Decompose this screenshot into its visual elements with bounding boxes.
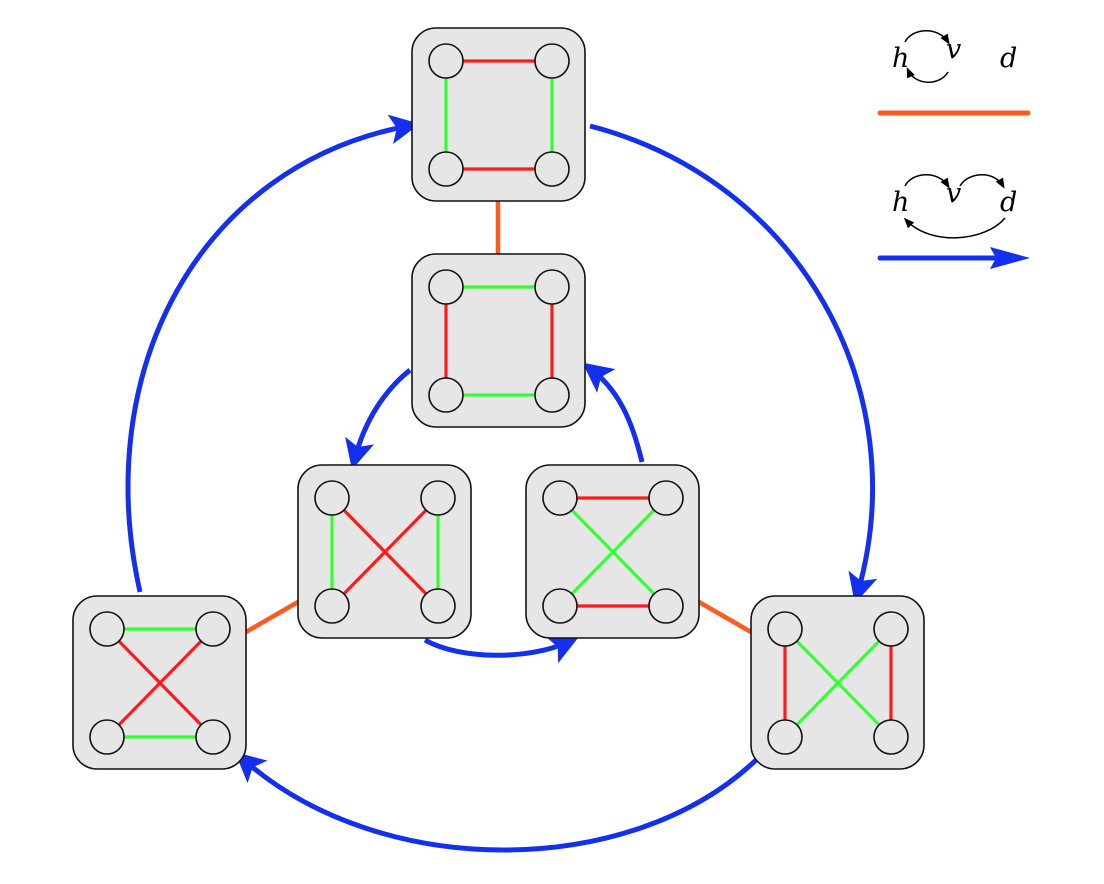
legend-swap-row: h v d bbox=[877, 30, 1031, 116]
graph-state-middle-left bbox=[297, 464, 472, 639]
cycle-arrow-top-to-bottom-right bbox=[589, 123, 878, 604]
vertex-bl bbox=[428, 377, 464, 413]
legend-label-v: v bbox=[946, 178, 961, 209]
vertex-tl bbox=[428, 43, 464, 79]
vertex-br bbox=[534, 377, 570, 413]
legend-label-h: h bbox=[892, 187, 909, 218]
legend-label-d: d bbox=[1000, 43, 1017, 74]
vertex-bl bbox=[428, 151, 464, 187]
graph-state-top bbox=[411, 27, 586, 202]
legend-cycle-row: h v d bbox=[877, 174, 1030, 269]
swap-links bbox=[244, 201, 753, 634]
legend-cycle-arrow-dh bbox=[903, 217, 1006, 239]
vertex-bl bbox=[542, 588, 578, 624]
legend-label-h: h bbox=[892, 43, 909, 74]
legend-swap-arrow-lower bbox=[906, 67, 949, 83]
graph-states bbox=[72, 27, 925, 770]
vertex-br bbox=[195, 719, 231, 755]
vertex-tr bbox=[195, 611, 231, 647]
vertex-bl bbox=[89, 719, 125, 755]
vertex-br bbox=[873, 719, 909, 755]
cycle-arrow-middle-right-to-upper-middle bbox=[582, 362, 645, 463]
graph-state-bottom-right bbox=[750, 595, 925, 770]
legend-label-d: d bbox=[1000, 187, 1017, 218]
legend-cycle-arrow-vd bbox=[959, 174, 1005, 189]
vertex-bl bbox=[314, 588, 350, 624]
vertex-tl bbox=[314, 480, 350, 516]
swap-link-middle-right-bottom-right bbox=[697, 600, 753, 634]
swap-link-middle-left-bottom-left bbox=[244, 600, 300, 634]
cycle-arrow-bottom-left-to-top bbox=[125, 114, 420, 593]
cycle-arrow-middle-left-to-middle-right bbox=[423, 636, 579, 664]
vertex-tr bbox=[873, 611, 909, 647]
vertex-tl bbox=[542, 480, 578, 516]
edge-green bbox=[558, 496, 668, 608]
vertex-br bbox=[534, 151, 570, 187]
graph-state-upper-middle bbox=[411, 253, 586, 428]
vertex-tr bbox=[648, 480, 684, 516]
legend-cycle-arrowhead bbox=[990, 247, 1030, 269]
vertex-br bbox=[420, 588, 456, 624]
vertex-tl bbox=[767, 611, 803, 647]
legend-label-v: v bbox=[946, 34, 961, 65]
vertex-bl bbox=[767, 719, 803, 755]
cycle-arrow-upper-middle-to-middle-left bbox=[345, 368, 412, 470]
vertex-tl bbox=[89, 611, 125, 647]
cycle-arrow-bottom-right-to-bottom-left bbox=[234, 752, 758, 853]
legend-swap-arrow-upper bbox=[904, 30, 950, 45]
edge-red bbox=[105, 627, 215, 739]
vertex-br bbox=[648, 588, 684, 624]
legend: h v d h v d bbox=[877, 30, 1031, 269]
vertex-tr bbox=[420, 480, 456, 516]
cycle-arrows bbox=[125, 114, 878, 853]
vertex-tr bbox=[534, 269, 570, 305]
graph-state-middle-right bbox=[525, 464, 700, 639]
edge-red bbox=[330, 496, 440, 608]
vertex-tr bbox=[534, 43, 570, 79]
vertex-tl bbox=[428, 269, 464, 305]
legend-cycle-arrow-hv bbox=[904, 174, 950, 189]
graph-state-bottom-left bbox=[72, 595, 247, 770]
edge-green bbox=[783, 627, 893, 739]
